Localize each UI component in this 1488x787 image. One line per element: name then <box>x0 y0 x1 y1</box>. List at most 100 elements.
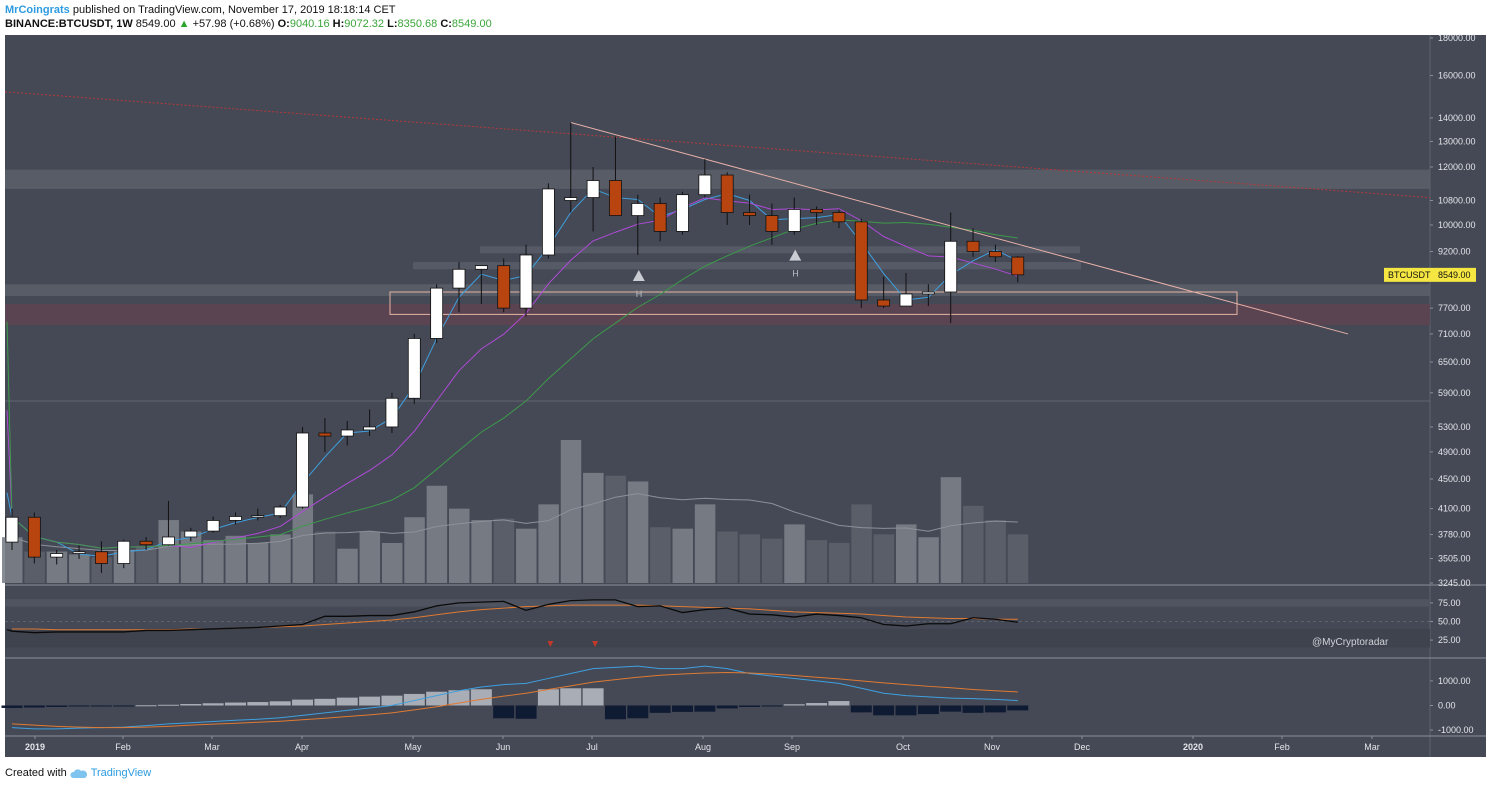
volume-bar <box>784 524 805 583</box>
candle <box>720 172 734 225</box>
macd-histogram-bar <box>940 705 962 712</box>
candle <box>854 218 868 309</box>
candle-up <box>542 188 555 256</box>
osc-tick-label: 50.00 <box>1438 617 1461 627</box>
candle <box>474 265 488 305</box>
candle <box>296 426 309 509</box>
candle-up <box>340 429 354 437</box>
author-link[interactable]: MrCoingrats <box>5 4 70 16</box>
candle-down <box>318 432 332 437</box>
time-tick-label: 2019 <box>25 742 45 752</box>
candle <box>251 508 265 521</box>
candle <box>676 191 689 235</box>
volume-bar <box>337 548 358 583</box>
candle <box>162 500 175 546</box>
macd-histogram-bar <box>336 697 358 706</box>
volume-bar <box>247 542 269 583</box>
low-value: 8350.68 <box>397 18 438 30</box>
macd-histogram-bar <box>917 705 939 715</box>
resistance-zone <box>480 246 1080 254</box>
volume-bar <box>828 542 850 583</box>
resistance-zone <box>5 169 1430 189</box>
time-tick-label: Nov <box>984 742 1001 752</box>
tradingview-link[interactable]: TradingView <box>90 767 152 779</box>
volume-bar <box>471 520 492 583</box>
candle <box>5 508 19 550</box>
time-tick-label: Mar <box>1364 742 1380 752</box>
time-tick-label: Oct <box>896 742 911 752</box>
macd-histogram-bar <box>180 704 202 706</box>
price-tick-label: 16000.00 <box>1438 70 1476 80</box>
macd-histogram-bar <box>537 689 559 706</box>
candle-up <box>430 287 444 339</box>
volume-bar <box>46 551 68 583</box>
high-label: H: <box>332 18 345 30</box>
macd-histogram-bar <box>694 705 716 712</box>
volume-bar <box>24 551 45 583</box>
close-value: 8549.00 <box>451 18 492 30</box>
candle-up <box>631 203 645 216</box>
candle-down <box>139 540 153 546</box>
candle-up <box>229 516 242 521</box>
price-tick-label: 9200.00 <box>1438 247 1471 257</box>
price-tick-label: 4100.00 <box>1438 504 1471 514</box>
candle <box>430 284 444 344</box>
volume-bar <box>650 527 671 583</box>
volume-bar <box>69 554 90 583</box>
resistance-zone <box>413 262 1081 270</box>
candle <box>609 136 622 216</box>
price-tick-label: 7700.00 <box>1438 303 1471 313</box>
osc-tick-label: 25.00 <box>1438 635 1461 645</box>
candle-up <box>564 197 578 201</box>
macd-histogram-bar <box>828 701 850 706</box>
candle-down <box>743 212 756 216</box>
created-with-text: Created with <box>5 767 67 779</box>
macd-signal-line <box>11 672 1018 729</box>
macd-histogram-bar <box>582 688 604 706</box>
macd-histogram-bar <box>783 704 805 706</box>
volume-bar <box>672 528 693 583</box>
candle-down <box>653 203 667 232</box>
price-tick-label: 10000.00 <box>1438 220 1476 230</box>
candle-down <box>877 299 891 307</box>
macd-histogram-bar <box>359 696 381 706</box>
volume-bar <box>158 520 179 583</box>
macd-line <box>11 665 1018 730</box>
candle <box>653 197 667 242</box>
volume-bar <box>404 517 425 583</box>
macd-tick-label: 1000.00 <box>1438 676 1471 686</box>
high-value: 9072.32 <box>344 18 385 30</box>
candle <box>698 159 712 198</box>
volume-bar <box>963 505 984 583</box>
oscillator-signal-line <box>12 604 1018 631</box>
candle <box>340 420 354 446</box>
volume-bar <box>449 508 470 583</box>
price-tick-label: 4900.00 <box>1438 447 1471 457</box>
macd-histogram-bar <box>157 704 179 706</box>
macd-histogram-bar <box>895 705 917 716</box>
watermark: @MyCryptoradar <box>1312 637 1389 648</box>
volume-bar <box>918 537 939 583</box>
time-tick-label: Dec <box>1074 742 1091 752</box>
descending-trendline <box>570 122 1349 335</box>
open-value: 9040.16 <box>289 18 330 30</box>
candle-up <box>676 194 689 232</box>
overbought-band <box>5 599 1430 607</box>
volume-bar <box>560 440 582 583</box>
candle-up <box>251 515 265 518</box>
candle-down <box>765 215 779 232</box>
macd-histogram-bar <box>1007 705 1029 711</box>
candle <box>50 549 64 565</box>
candle <box>229 512 242 525</box>
publish-info: MrCoingrats published on TradingView.com… <box>5 4 396 16</box>
price-tick-label: 10800.00 <box>1438 195 1476 205</box>
footer: Created with TradingView <box>5 767 151 779</box>
sell-signal-icon <box>547 641 554 647</box>
candle-up <box>787 209 801 232</box>
volume-bar <box>761 538 783 583</box>
price-tick-label: 6500.00 <box>1438 357 1471 367</box>
candle <box>832 209 846 229</box>
candle <box>452 262 466 313</box>
price-tick-label: 3505.00 <box>1438 553 1471 563</box>
